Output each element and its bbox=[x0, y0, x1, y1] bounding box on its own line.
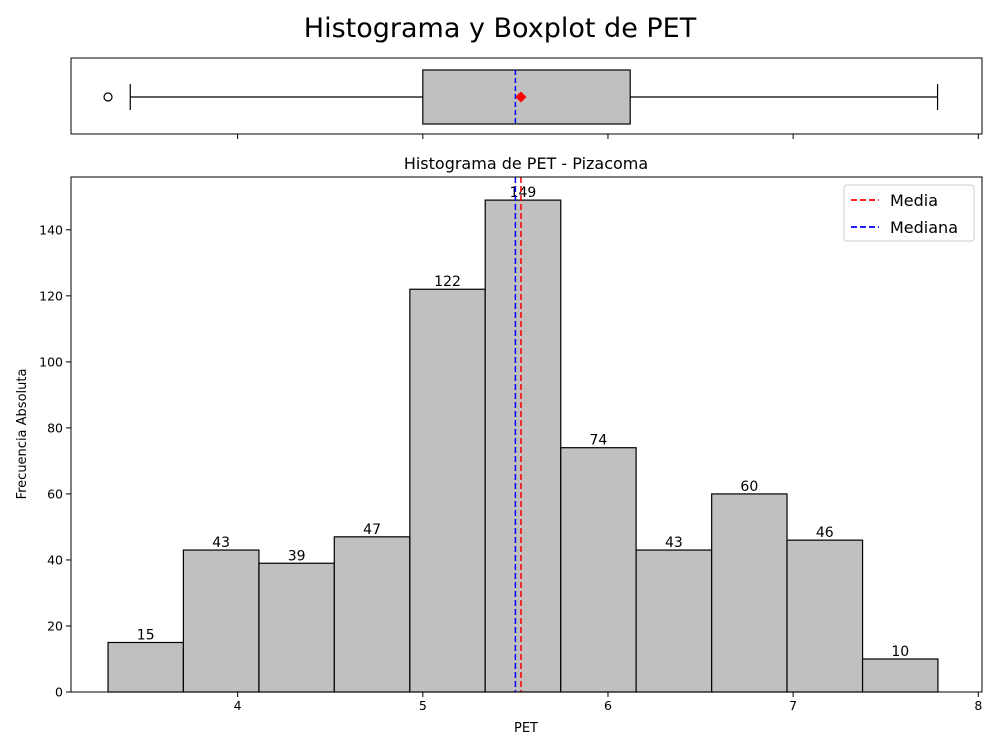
histogram-bar bbox=[107, 641, 184, 693]
bar-value-label: 46 bbox=[816, 525, 834, 541]
histogram-bar bbox=[182, 549, 260, 693]
histogram-bar bbox=[560, 447, 637, 693]
y-tick-label: 100 bbox=[39, 354, 63, 369]
y-tick-label: 40 bbox=[47, 552, 63, 567]
x-tick-label: 6 bbox=[604, 698, 612, 713]
iqr-box bbox=[422, 69, 631, 125]
bar-value-label: 43 bbox=[665, 535, 683, 551]
box-mean-marker bbox=[515, 91, 527, 103]
y-tick-label: 80 bbox=[47, 420, 63, 435]
x-tick-label: 7 bbox=[789, 698, 797, 713]
x-tick-label: 5 bbox=[419, 698, 427, 713]
histogram-bar bbox=[635, 549, 713, 693]
histogram-bar bbox=[861, 658, 939, 693]
histogram-bar bbox=[333, 536, 411, 693]
bar-value-label: 149 bbox=[510, 185, 537, 201]
y-tick-label: 0 bbox=[55, 685, 63, 700]
bar-value-label: 74 bbox=[590, 433, 608, 449]
histogram-bar bbox=[484, 199, 562, 693]
histogram-axes: Histograma de PET - Pizacoma PET Frecuen… bbox=[15, 154, 983, 736]
legend-box bbox=[843, 184, 975, 242]
outlier-point bbox=[103, 92, 113, 102]
boxplot-axes bbox=[70, 57, 983, 139]
histogram-bar bbox=[409, 288, 486, 693]
x-tick-label: 4 bbox=[234, 698, 242, 713]
legend-label: Media bbox=[890, 191, 938, 210]
y-axis-label: Frecuencia Absoluta bbox=[15, 369, 30, 500]
histogram-bar bbox=[711, 493, 788, 693]
histogram-bar bbox=[258, 562, 335, 693]
histogram-frame bbox=[70, 176, 983, 693]
x-axis-label: PET bbox=[514, 721, 538, 736]
y-tick-label: 60 bbox=[47, 486, 63, 501]
bar-value-label: 60 bbox=[740, 479, 758, 495]
x-tick-label: 8 bbox=[974, 698, 982, 713]
legend-label: Mediana bbox=[890, 218, 958, 237]
y-tick-label: 120 bbox=[39, 288, 63, 303]
bar-value-label: 122 bbox=[434, 274, 461, 290]
bar-value-label: 10 bbox=[891, 644, 909, 660]
bar-value-label: 39 bbox=[288, 548, 306, 564]
y-tick-label: 140 bbox=[39, 222, 63, 237]
y-tick-label: 20 bbox=[47, 618, 63, 633]
boxplot-frame bbox=[70, 57, 983, 135]
bar-value-label: 15 bbox=[137, 627, 155, 643]
bar-value-label: 43 bbox=[212, 535, 230, 551]
histogram-bar bbox=[786, 539, 864, 693]
histogram-title: Histograma de PET - Pizacoma bbox=[404, 154, 648, 173]
figure-title: Histograma y Boxplot de PET bbox=[304, 13, 697, 44]
bar-value-label: 47 bbox=[363, 522, 381, 538]
